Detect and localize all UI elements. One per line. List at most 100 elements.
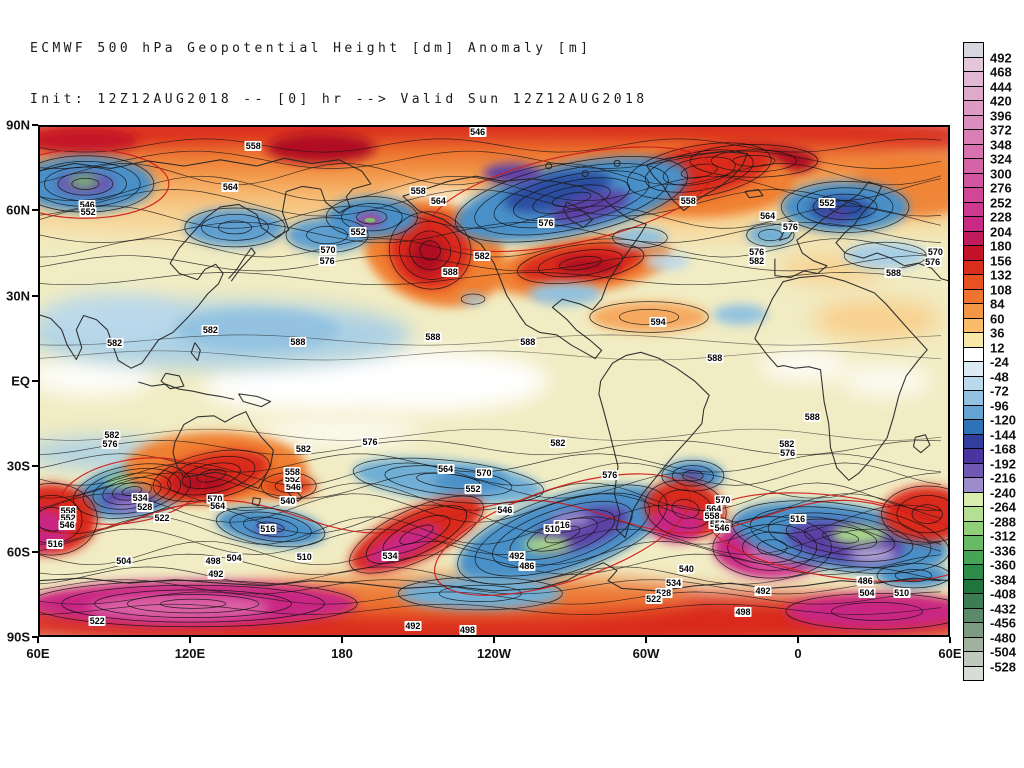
contour-line — [38, 472, 941, 499]
contour-label: 582 — [473, 250, 491, 261]
contour-ring — [831, 602, 924, 621]
contour-ring — [644, 149, 754, 193]
contour-label: 516 — [259, 523, 277, 534]
contour-ring — [196, 468, 227, 483]
contour-label: 558 — [679, 195, 697, 206]
contour-ring — [710, 149, 797, 173]
colorbar-tick-label: 156 — [990, 253, 1012, 268]
newfoundland-blue — [612, 227, 668, 248]
contour-label: 516 — [553, 520, 571, 531]
contour-ring — [785, 518, 896, 556]
contour-label: 588 — [803, 412, 821, 423]
contour-line — [38, 428, 941, 441]
colorbar-tick-label: 108 — [990, 282, 1012, 297]
contour-label: 546 — [469, 127, 487, 138]
colorbar-box — [963, 303, 984, 319]
colorbar-tick-label: -192 — [990, 456, 1017, 471]
y-axis-tick-label: 60N — [6, 202, 30, 218]
coastline — [38, 562, 950, 592]
y-axis-tick — [32, 550, 38, 553]
contour-label: 570 — [714, 495, 732, 506]
coastline-island — [613, 159, 621, 167]
x-axis-tick-label: 60W — [632, 646, 660, 661]
contour-ring — [388, 211, 472, 290]
contour-label-layer: 546 558 558 564 546 552 552 558 564 552 576 582 588 5… — [38, 125, 950, 637]
contour-ring — [61, 584, 325, 623]
contour-label: 576 — [101, 439, 119, 450]
contour-ring — [896, 494, 950, 534]
contour-ring — [876, 562, 950, 589]
contour-line — [38, 138, 941, 153]
contour-label: 576 — [537, 217, 555, 228]
contour-label: 552 — [283, 474, 301, 485]
colorbar-box — [963, 390, 984, 406]
contour-line — [38, 553, 941, 575]
asia-lightblue-west — [38, 293, 184, 346]
contour-label: 546 — [78, 199, 96, 210]
contour-ring — [73, 463, 191, 519]
colorbar-tick-label: -120 — [990, 412, 1017, 428]
crimson-core-left — [38, 127, 139, 154]
x-axis-tick — [340, 637, 343, 643]
contour-label: 570 — [206, 494, 224, 505]
contour-label: 582 — [778, 439, 796, 450]
contour-ring — [201, 214, 269, 241]
contour-label: 582 — [549, 438, 567, 449]
wafrica-blue — [712, 304, 768, 325]
contour-label: 570 — [926, 246, 944, 257]
colorbar-box — [963, 288, 984, 304]
contour-label: 576 — [781, 221, 799, 232]
contour-ring — [460, 293, 486, 305]
chart-title: ECMWF 500 hPa Geopotential Height [dm] A… — [30, 41, 592, 56]
coastline-island — [581, 170, 589, 178]
contour-line — [38, 189, 941, 217]
contour-ring — [217, 220, 253, 235]
contour-label: 576 — [601, 470, 619, 481]
contour-label: 576 — [361, 437, 379, 448]
y-axis-tick — [32, 465, 38, 468]
colorbar-tick-label: 396 — [990, 108, 1012, 123]
colorbar-box — [963, 491, 984, 507]
contour-ring-red — [59, 457, 204, 525]
contour-ring — [804, 524, 878, 550]
colorbar-box — [963, 100, 984, 116]
contour-ring — [680, 163, 718, 179]
colorbar-box — [963, 230, 984, 246]
contour-line — [38, 272, 941, 286]
white-eq-atlantic — [758, 350, 850, 381]
chart-title-block: ECMWF 500 hPa Geopotential Height [dm] A… — [30, 6, 647, 125]
colorbar-tick-label: -96 — [990, 398, 1009, 413]
contour-label: 504 — [115, 556, 133, 567]
map-canvas — [38, 125, 950, 637]
contour-ring — [589, 301, 709, 333]
contour-label: 564 — [209, 501, 227, 512]
x-axis-tick-label: 180 — [331, 646, 353, 661]
contour-label: 522 — [645, 594, 663, 605]
contour-label: 546 — [284, 482, 302, 493]
contour-label: 546 — [58, 520, 76, 531]
x-axis-tick-label: 120E — [174, 646, 206, 661]
contour-label: 582 — [748, 255, 766, 266]
map-frame — [38, 125, 950, 637]
x-axis-tick — [949, 637, 951, 643]
colorbar-box — [963, 564, 984, 580]
contour-label: 492 — [207, 569, 225, 580]
coastline — [912, 434, 931, 454]
contour-ring — [474, 492, 651, 577]
baikal-low — [184, 207, 286, 247]
colorbar-tick-label: -360 — [990, 557, 1017, 573]
contour-line — [38, 603, 941, 615]
y-axis-tick — [32, 380, 38, 382]
contour-label: 558 — [283, 467, 301, 478]
contour-ring — [742, 531, 803, 564]
colorbar-tick-label: -408 — [990, 586, 1017, 602]
contour-ring — [749, 506, 932, 568]
colorbar-tick-label: -336 — [990, 543, 1017, 558]
colorbar-tick-label: -312 — [990, 528, 1017, 544]
contour-label: 576 — [318, 255, 336, 266]
us-sw-blue — [528, 282, 602, 306]
atlantic-blue-dot — [644, 254, 691, 270]
colorbar-box — [963, 535, 984, 551]
contour-label: 540 — [677, 563, 695, 574]
